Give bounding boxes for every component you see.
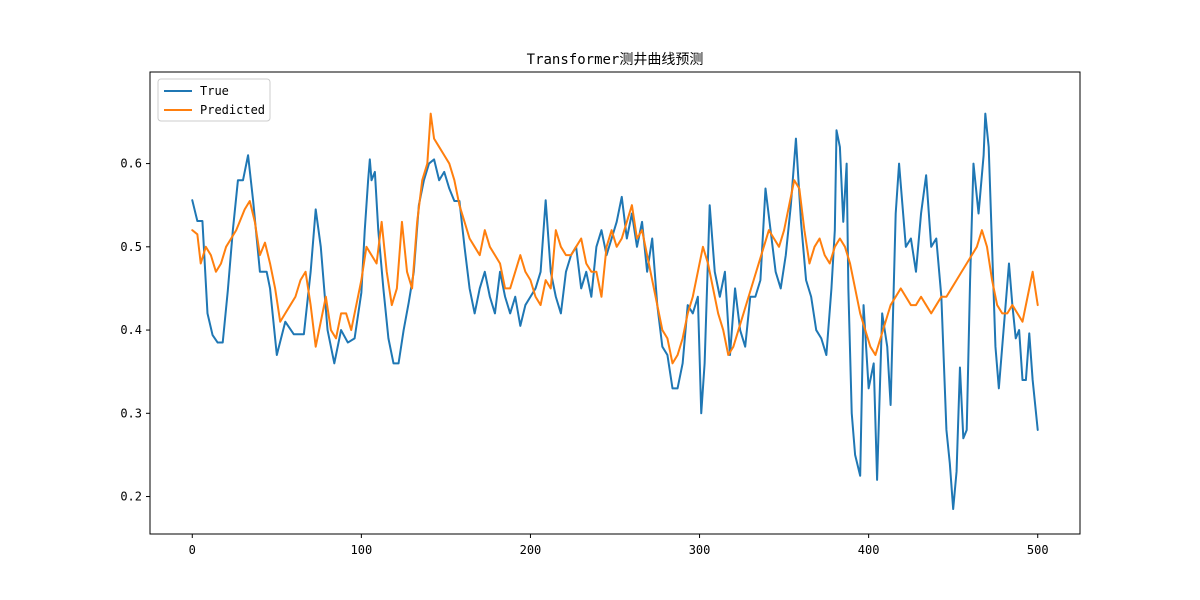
- y-tick-label: 0.3: [120, 406, 142, 420]
- legend: True Predicted: [157, 78, 271, 122]
- plot-frame: [149, 71, 1081, 535]
- chart-title: Transformer测井曲线预测: [527, 52, 704, 68]
- legend-label-predicted: Predicted: [200, 103, 265, 117]
- legend-label-true: True: [200, 84, 229, 98]
- x-tick-label: 400: [858, 543, 880, 557]
- series-layer: [191, 112, 1039, 511]
- x-tick-label: 100: [351, 543, 373, 557]
- axes-layer: 0 100 200 300 400 500 0.2 0.3 0.4 0.5 0.6: [120, 71, 1081, 557]
- x-tick-label: 200: [520, 543, 542, 557]
- y-tick-label: 0.2: [120, 490, 142, 504]
- x-tick-label: 0: [189, 543, 196, 557]
- x-tick-label: 300: [689, 543, 711, 557]
- y-tick-label: 0.6: [120, 157, 142, 171]
- y-tick-label: 0.4: [120, 323, 142, 337]
- y-tick-label: 0.5: [120, 240, 142, 254]
- x-tick-label: 500: [1027, 543, 1049, 557]
- series-line-predicted: [191, 112, 1039, 365]
